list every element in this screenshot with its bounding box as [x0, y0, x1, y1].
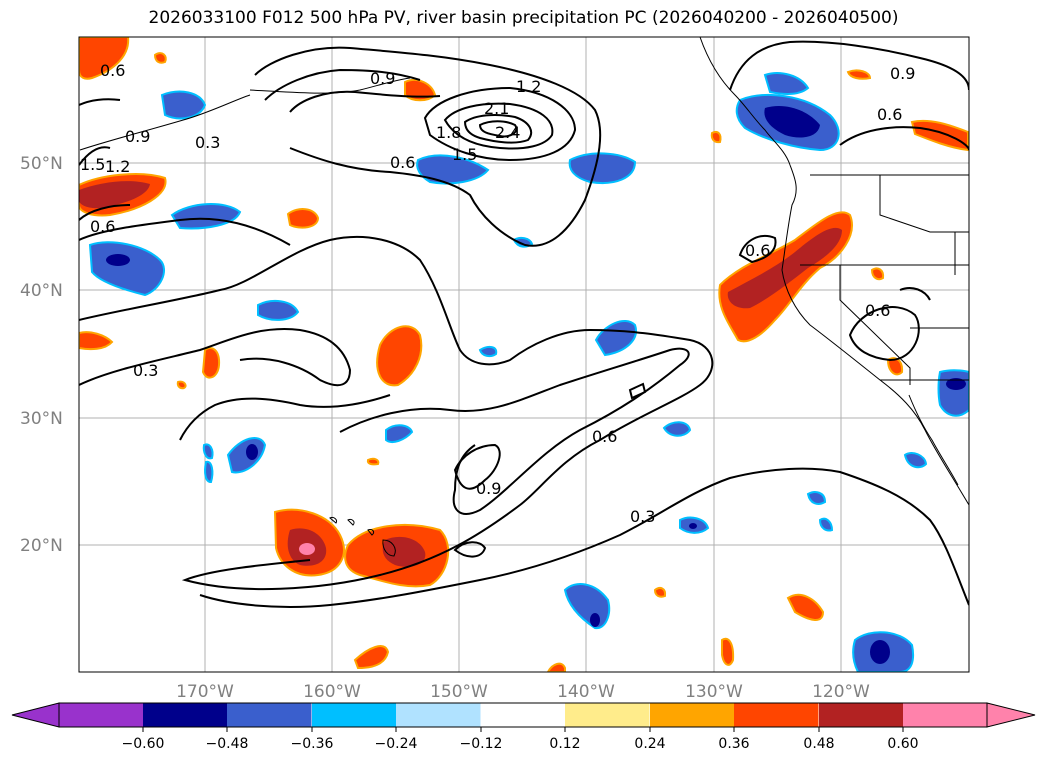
- colorbar-extend-low: [11, 702, 60, 728]
- colorbar-tick: −0.36: [291, 736, 334, 752]
- colorbar-tick: −0.12: [460, 736, 503, 752]
- contour-label-0.3: 0.3: [195, 133, 220, 152]
- contour-label-0.6: 0.6: [865, 301, 890, 320]
- contour-label-0.6: 0.6: [90, 217, 115, 236]
- contour-label-0.6: 0.6: [100, 61, 125, 80]
- colorbar-segment: [143, 703, 228, 727]
- colorbar-tick: 0.36: [718, 736, 749, 752]
- colorbar-tick: −0.24: [375, 736, 418, 752]
- contour-label-0.9: 0.9: [370, 69, 395, 88]
- contour-label-0.3: 0.3: [133, 361, 158, 380]
- colorbar-segment: [650, 703, 735, 727]
- colorbar-tick: 0.48: [803, 736, 834, 752]
- colorbar-tick: 0.60: [887, 736, 918, 752]
- lon-label-120w: 120°W: [812, 682, 870, 702]
- pv-contours: [79, 40, 969, 608]
- colorbar-segment: [59, 703, 144, 727]
- coastlines: [79, 37, 969, 557]
- pv-contour-labels: 0.6 0.9 0.3 1.5 1.2 0.6 0.9 1.2 2.1 2.4 …: [80, 61, 915, 526]
- contour-label-1.2: 1.2: [105, 157, 130, 176]
- lon-label-160w: 160°W: [303, 682, 361, 702]
- colorbar-segment: [819, 703, 904, 727]
- colorbar-segment: [481, 703, 566, 727]
- map-border: [78, 36, 970, 673]
- lat-label-30n: 30°N: [20, 409, 63, 429]
- contour-label-1.2: 1.2: [516, 77, 541, 96]
- colorbar-tick: −0.48: [206, 736, 249, 752]
- contour-label-0.6: 0.6: [877, 105, 902, 124]
- latitude-labels: 50°N 40°N 30°N 20°N: [20, 154, 63, 556]
- contour-label-2.1: 2.1: [484, 99, 509, 118]
- map-title: 2026033100 F012 500 hPa PV, river basin …: [148, 8, 899, 28]
- colorbar: −0.60 −0.48 −0.36 −0.24 −0.12 0.12 0.24 …: [11, 702, 1036, 752]
- contour-label-0.6: 0.6: [390, 153, 415, 172]
- colorbar-extend-high: [986, 702, 1036, 728]
- contour-label-0.9: 0.9: [476, 479, 501, 498]
- lat-label-20n: 20°N: [20, 536, 63, 556]
- colorbar-segment: [227, 703, 312, 727]
- lon-label-170w: 170°W: [176, 682, 234, 702]
- contour-label-0.9: 0.9: [125, 127, 150, 146]
- contour-label-2.4: 2.4: [495, 123, 520, 142]
- colorbar-segment: [903, 703, 988, 727]
- colorbar-tick: 0.12: [549, 736, 580, 752]
- precip-negative-patches: [88, 72, 969, 672]
- political-borders: [800, 174, 969, 385]
- contour-label-1.5: 1.5: [80, 155, 105, 174]
- lat-label-50n: 50°N: [20, 154, 63, 174]
- precip-positive-patches: [79, 37, 969, 672]
- colorbar-segment: [312, 703, 397, 727]
- contour-label-0.3: 0.3: [630, 507, 655, 526]
- colorbar-tick: 0.24: [634, 736, 665, 752]
- longitude-labels: 170°W 160°W 150°W 140°W 130°W 120°W: [176, 682, 870, 702]
- contour-label-1.8: 1.8: [436, 123, 461, 142]
- contour-label-1.5: 1.5: [452, 145, 477, 164]
- lon-label-140w: 140°W: [557, 682, 615, 702]
- lat-label-40n: 40°N: [20, 281, 63, 301]
- gridlines: [79, 37, 969, 672]
- colorbar-segment: [396, 703, 481, 727]
- colorbar-segment: [565, 703, 650, 727]
- contour-label-0.6: 0.6: [745, 241, 770, 260]
- lon-label-150w: 150°W: [430, 682, 488, 702]
- colorbar-tick: −0.60: [122, 736, 165, 752]
- colorbar-segment: [734, 703, 819, 727]
- contour-label-0.9: 0.9: [890, 64, 915, 83]
- lon-label-130w: 130°W: [685, 682, 743, 702]
- contour-label-0.6: 0.6: [592, 427, 617, 446]
